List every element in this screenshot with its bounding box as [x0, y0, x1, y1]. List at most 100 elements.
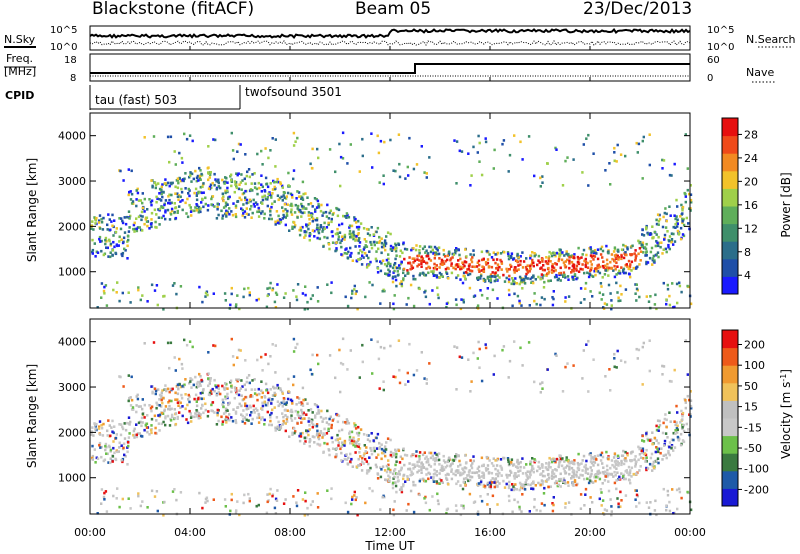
power-cell — [224, 180, 227, 184]
power-cell — [198, 176, 201, 180]
velocity-cell — [553, 481, 557, 485]
velocity-cell — [204, 408, 207, 412]
power-cell — [397, 243, 401, 246]
power-cell — [290, 193, 294, 197]
power-cell — [170, 207, 174, 211]
power-cell — [643, 246, 647, 249]
power-cell — [491, 288, 495, 292]
velocity-cell — [634, 455, 637, 458]
power-cell — [561, 251, 564, 254]
velocity-cell — [258, 416, 261, 419]
power-cell — [236, 173, 239, 177]
velocity-cell — [431, 454, 434, 458]
velocity-cell — [629, 481, 632, 485]
velocity-cell — [276, 489, 279, 492]
velocity-cell — [481, 471, 484, 474]
power-cell — [187, 192, 190, 195]
velocity-cell — [432, 480, 436, 483]
velocity-cell — [589, 475, 592, 479]
power-cell — [669, 214, 672, 217]
power-cell — [564, 300, 567, 303]
velocity-cell — [619, 490, 622, 494]
power-cell — [296, 216, 299, 219]
power-cell — [539, 176, 542, 180]
velocity-cell — [270, 411, 273, 415]
power-cell — [291, 196, 294, 199]
power-cell — [168, 218, 172, 221]
power-cell — [539, 277, 542, 281]
velocity-cell — [516, 465, 519, 469]
velocity-cell — [382, 449, 386, 452]
power-cell — [520, 280, 523, 283]
velocity-cell — [533, 505, 536, 509]
velocity-cell — [413, 465, 417, 469]
velocity-cell — [311, 425, 314, 429]
power-cell — [289, 210, 293, 214]
power-cell — [605, 258, 609, 262]
power-cell — [350, 224, 354, 228]
power-cell — [224, 189, 227, 193]
power-cell — [177, 198, 180, 201]
power-cell — [603, 273, 607, 276]
power-cell — [168, 193, 171, 197]
velocity-cell — [511, 464, 515, 467]
velocity-cell — [370, 432, 373, 435]
power-cell — [243, 177, 246, 181]
power-cell — [506, 251, 510, 254]
power-cell — [145, 216, 149, 220]
power-cell — [622, 256, 626, 260]
velocity-cell — [235, 390, 238, 394]
velocity-cell — [477, 340, 480, 344]
velocity-cell — [389, 438, 392, 442]
velocity-cell — [256, 416, 259, 420]
power-cell — [349, 143, 352, 146]
velocity-cell — [170, 415, 174, 419]
velocity-cell — [557, 463, 561, 467]
power-cell — [346, 162, 349, 165]
power-cell — [684, 200, 687, 204]
velocity-cell — [119, 433, 123, 437]
velocity-cell — [379, 466, 382, 469]
power-cell — [470, 269, 474, 273]
power-cell — [268, 217, 271, 221]
velocity-cell — [650, 452, 654, 456]
power-cell — [663, 211, 666, 215]
power-cell — [484, 140, 488, 144]
velocity-cell — [459, 513, 463, 517]
power-cell — [116, 281, 119, 284]
power-cell — [425, 249, 428, 253]
power-cell — [298, 195, 301, 198]
power-cell — [189, 206, 192, 209]
velocity-cell — [547, 465, 550, 469]
velocity-cell — [455, 388, 458, 391]
power-cell — [647, 300, 651, 303]
power-cell — [377, 151, 381, 155]
power-cell — [384, 248, 387, 252]
power-cell — [199, 185, 202, 189]
velocity-cell — [276, 383, 279, 387]
velocity-cell — [467, 473, 470, 477]
velocity-cell — [376, 340, 379, 344]
power-cell — [240, 198, 243, 202]
power-cell — [123, 247, 126, 251]
power-cell — [468, 265, 471, 268]
velocity-cell — [358, 376, 361, 379]
power-cell — [330, 291, 333, 295]
velocity-cell — [173, 356, 176, 359]
power-cell — [285, 195, 288, 198]
power-cell — [420, 255, 423, 258]
power-cell — [408, 256, 411, 259]
power-cell — [487, 266, 491, 269]
velocity-cell — [207, 372, 210, 375]
velocity-cell — [167, 401, 170, 404]
power-cell — [301, 207, 305, 210]
power-cell — [626, 247, 629, 251]
velocity-cell — [471, 471, 474, 474]
velocity-cell — [433, 451, 437, 455]
velocity-cell — [429, 451, 433, 455]
power-cell — [121, 254, 124, 258]
velocity-cell — [513, 472, 517, 475]
velocity-cell — [579, 493, 583, 496]
power-cell — [467, 267, 470, 271]
xtick-label: 00:00 — [674, 526, 706, 539]
